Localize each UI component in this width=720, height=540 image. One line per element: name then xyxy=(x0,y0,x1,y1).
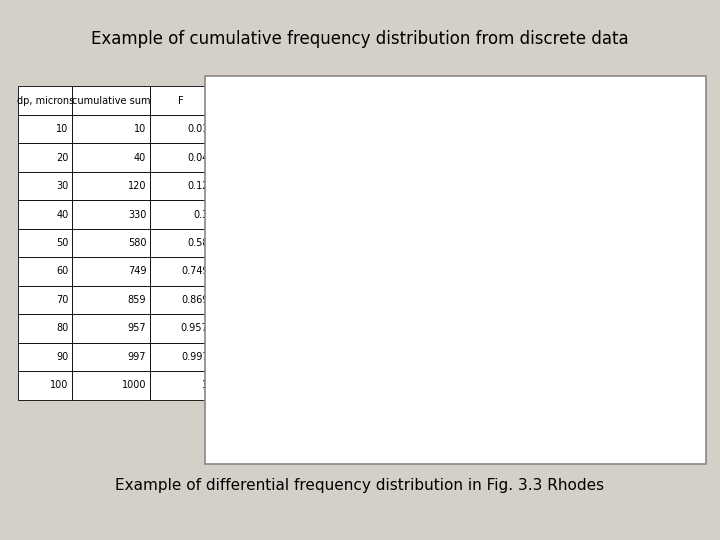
Text: F: F xyxy=(179,96,184,106)
Bar xyxy=(150,343,212,371)
Text: cumulative sum: cumulative sum xyxy=(72,96,150,106)
Bar xyxy=(18,172,73,200)
Text: 0.997: 0.997 xyxy=(181,352,209,362)
Bar xyxy=(73,200,150,229)
Bar xyxy=(18,257,73,286)
Bar xyxy=(18,115,73,143)
Text: 80: 80 xyxy=(56,323,68,333)
Text: 0.04: 0.04 xyxy=(187,153,209,163)
Bar xyxy=(18,229,73,257)
Text: 10: 10 xyxy=(134,124,146,134)
Text: 90: 90 xyxy=(56,352,68,362)
Bar xyxy=(73,86,150,115)
Bar xyxy=(73,172,150,200)
Bar xyxy=(18,343,73,371)
Text: 0.749: 0.749 xyxy=(181,266,209,276)
Bar xyxy=(73,343,150,371)
Bar xyxy=(18,200,73,229)
Bar xyxy=(18,371,73,400)
Text: 10: 10 xyxy=(56,124,68,134)
Text: 957: 957 xyxy=(127,323,146,333)
Bar xyxy=(18,143,73,172)
Bar xyxy=(150,257,212,286)
Text: 30: 30 xyxy=(56,181,68,191)
Text: 330: 330 xyxy=(128,210,146,220)
Bar xyxy=(150,200,212,229)
Text: 120: 120 xyxy=(128,181,146,191)
Bar xyxy=(18,286,73,314)
Text: Example of cumulative frequency distribution from discrete data: Example of cumulative frequency distribu… xyxy=(91,30,629,48)
Text: 749: 749 xyxy=(128,266,146,276)
Bar xyxy=(73,229,150,257)
Bar xyxy=(150,314,212,343)
Text: 0.01: 0.01 xyxy=(187,124,209,134)
Bar xyxy=(73,115,150,143)
Bar xyxy=(73,371,150,400)
Text: 70: 70 xyxy=(56,295,68,305)
Bar xyxy=(150,229,212,257)
Text: 0.12: 0.12 xyxy=(187,181,209,191)
Bar xyxy=(73,314,150,343)
Text: 0.58: 0.58 xyxy=(187,238,209,248)
Text: 0.869: 0.869 xyxy=(181,295,209,305)
Bar xyxy=(18,314,73,343)
Bar xyxy=(150,371,212,400)
Text: 50: 50 xyxy=(56,238,68,248)
X-axis label: dp, microns: dp, microns xyxy=(422,449,514,463)
Title: Cumulative Frequency Distribution: Cumulative Frequency Distribution xyxy=(305,95,631,113)
Bar xyxy=(150,286,212,314)
Text: 40: 40 xyxy=(134,153,146,163)
Bar xyxy=(150,143,212,172)
Text: 0.957: 0.957 xyxy=(181,323,209,333)
Text: 0.3: 0.3 xyxy=(193,210,209,220)
Text: 997: 997 xyxy=(128,352,146,362)
Text: 100: 100 xyxy=(50,380,68,390)
Text: 1: 1 xyxy=(202,380,209,390)
Text: dp, microns: dp, microns xyxy=(17,96,74,106)
Text: 60: 60 xyxy=(56,266,68,276)
Text: 40: 40 xyxy=(56,210,68,220)
Bar xyxy=(150,115,212,143)
Bar xyxy=(150,172,212,200)
Bar xyxy=(73,286,150,314)
Bar xyxy=(18,86,73,115)
Text: 1000: 1000 xyxy=(122,380,146,390)
Bar xyxy=(150,86,212,115)
Text: 859: 859 xyxy=(128,295,146,305)
Text: Example of differential frequency distribution in Fig. 3.3 Rhodes: Example of differential frequency distri… xyxy=(115,478,605,493)
Bar xyxy=(73,257,150,286)
Text: 580: 580 xyxy=(128,238,146,248)
Text: 20: 20 xyxy=(56,153,68,163)
Bar xyxy=(73,143,150,172)
